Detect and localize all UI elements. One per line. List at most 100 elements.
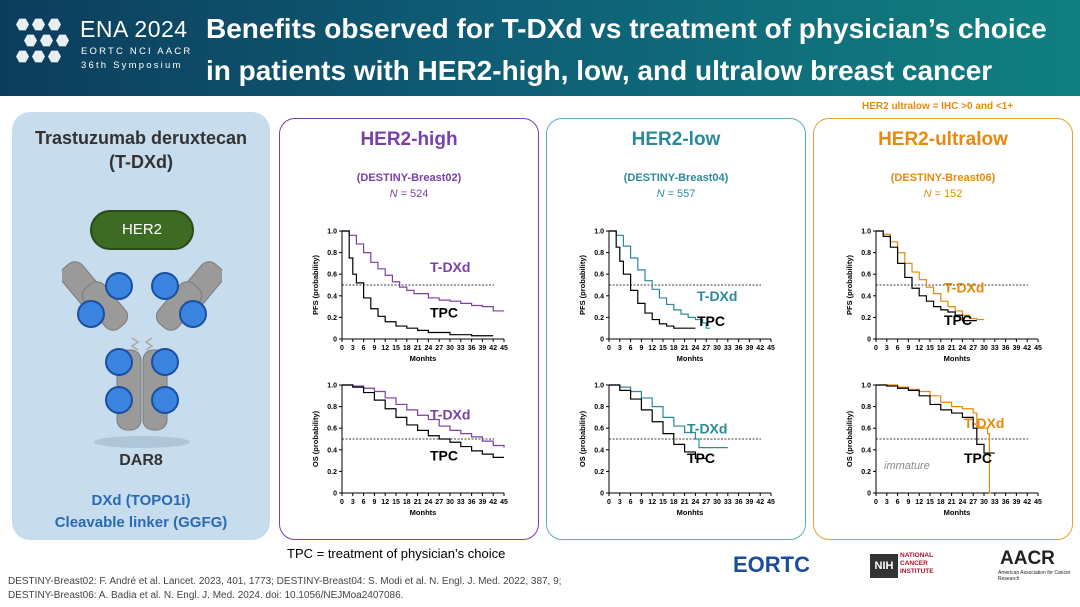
eortc-logo: EORTC bbox=[733, 552, 810, 577]
series-label: T-DXd bbox=[697, 288, 737, 304]
x-tick-label: 0 bbox=[874, 499, 878, 506]
km-curve-tpc bbox=[609, 384, 707, 460]
x-tick-label: 18 bbox=[403, 345, 411, 352]
ena-logo: ENA 2024 EORTC NCI AACR 36th Symposium bbox=[14, 14, 204, 80]
x-tick-label: 24 bbox=[692, 499, 700, 506]
slide-title: Benefits observed for T-DXd vs treatment… bbox=[206, 8, 1076, 92]
x-axis-label: Monhts bbox=[677, 354, 704, 363]
x-tick-label: 0 bbox=[340, 499, 344, 506]
os-chart: 00.20.40.60.81.00 3 6 9 12 15 18 21 24 27 30 33 36 39… bbox=[578, 383, 775, 518]
payload-circle bbox=[151, 348, 179, 376]
x-tick-label: 6 bbox=[896, 499, 900, 506]
reference-line1: DESTINY-Breast02: F. André et al. Lancet… bbox=[8, 576, 562, 587]
x-tick-label: 42 bbox=[1023, 345, 1031, 352]
y-tick-label: 0.4 bbox=[327, 447, 337, 454]
y-axis-label: PFS (probability) bbox=[578, 254, 587, 315]
km-curve-tpc bbox=[342, 230, 494, 337]
antibody-drug-conjugate-illustration bbox=[62, 261, 222, 448]
x-tick-label: 12 bbox=[648, 499, 656, 506]
y-tick-label: 0.4 bbox=[861, 447, 871, 454]
nih-logo: NIH NATIONAL CANCER INSTITUTE bbox=[870, 552, 934, 582]
x-tick-label: 42 bbox=[489, 499, 497, 506]
panel-title: HER2-ultralow bbox=[878, 129, 1008, 150]
series-label: T-DXd bbox=[944, 280, 984, 296]
y-tick-label: 0.8 bbox=[327, 250, 337, 257]
x-tick-label: 18 bbox=[937, 345, 945, 352]
x-tick-label: 45 bbox=[500, 499, 508, 506]
x-axis-label: Monhts bbox=[944, 508, 971, 517]
x-tick-label: 9 bbox=[372, 345, 376, 352]
payload-circle bbox=[105, 272, 133, 300]
y-tick-label: 0.2 bbox=[594, 469, 604, 476]
drug-panel: Trastuzumab deruxtecan (T-DXd) HER2 DAR8 bbox=[12, 112, 270, 540]
y-tick-label: 0.2 bbox=[327, 469, 337, 476]
payload-line1: DXd (TOPO1i) bbox=[91, 492, 191, 509]
panel-n: N = 524 bbox=[280, 188, 538, 200]
x-tick-label: 0 bbox=[340, 345, 344, 352]
n-value: = 557 bbox=[667, 188, 696, 200]
x-tick-label: 15 bbox=[392, 499, 400, 506]
km-curve-tpc bbox=[342, 384, 504, 458]
n-prefix: N bbox=[656, 188, 665, 200]
slide-title-line1: Benefits observed for T-DXd vs treatment… bbox=[206, 13, 1047, 44]
y-tick-label: 1.0 bbox=[594, 383, 604, 390]
y-tick-label: 0.8 bbox=[327, 404, 337, 411]
series-label: TPC bbox=[944, 312, 972, 328]
x-tick-label: 15 bbox=[659, 345, 667, 352]
x-tick-label: 42 bbox=[489, 345, 497, 352]
x-tick-label: 15 bbox=[392, 345, 400, 352]
km-curve-t-dxd bbox=[342, 384, 505, 448]
x-tick-label: 9 bbox=[372, 499, 376, 506]
x-tick-label: 39 bbox=[1013, 499, 1021, 506]
nci-label: NATIONAL CANCER INSTITUTE bbox=[900, 552, 934, 575]
ultralow-definition: HER2 ultralow = IHC >0 and <1+ bbox=[862, 101, 1014, 112]
x-tick-label: 6 bbox=[629, 499, 633, 506]
x-tick-label: 18 bbox=[670, 345, 678, 352]
pfs-chart: 00.20.40.60.81.00 3 6 9 12 15 18 21 24 27 30 33 36 39… bbox=[311, 229, 508, 364]
km-curve-t-dxd bbox=[876, 230, 984, 321]
n-value: = 152 bbox=[934, 188, 963, 200]
x-tick-label: 0 bbox=[874, 345, 878, 352]
x-tick-label: 39 bbox=[479, 345, 487, 352]
y-tick-label: 0.2 bbox=[327, 315, 337, 322]
x-tick-label: 27 bbox=[969, 499, 977, 506]
logo-symposium: 36th Symposium bbox=[81, 60, 183, 71]
x-tick-label: 3 bbox=[885, 345, 889, 352]
annotation-label: immature bbox=[884, 460, 930, 472]
y-tick-label: 0 bbox=[867, 491, 871, 498]
x-tick-label: 33 bbox=[991, 345, 999, 352]
km-curve-t-dxd bbox=[342, 230, 504, 312]
payload-description: DXd (TOPO1i) Cleavable linker (GGFG) bbox=[12, 490, 270, 534]
panel-her2-high: HER2-high (DESTINY-Breast02) N = 524 0 0.… bbox=[279, 118, 539, 540]
km-curve-tpc bbox=[876, 230, 977, 322]
y-axis-label: PFS (probability) bbox=[311, 254, 320, 315]
x-axis-label: Monhts bbox=[410, 508, 437, 517]
header-banner: ENA 2024 EORTC NCI AACR 36th Symposium B… bbox=[0, 0, 1080, 96]
y-tick-label: 0.4 bbox=[861, 293, 871, 300]
y-tick-label: 0.4 bbox=[327, 293, 337, 300]
x-tick-label: 27 bbox=[702, 345, 710, 352]
x-tick-label: 18 bbox=[403, 499, 411, 506]
y-tick-label: 0.6 bbox=[594, 272, 604, 279]
x-tick-label: 36 bbox=[1002, 499, 1010, 506]
y-tick-label: 0.4 bbox=[594, 293, 604, 300]
x-tick-label: 36 bbox=[468, 345, 476, 352]
x-tick-label: 6 bbox=[362, 345, 366, 352]
y-tick-label: 0 bbox=[333, 337, 337, 344]
x-tick-label: 39 bbox=[746, 345, 754, 352]
panel-trial: (DESTINY-Breast06) bbox=[890, 172, 996, 184]
x-tick-label: 42 bbox=[1023, 499, 1031, 506]
x-tick-label: 45 bbox=[1034, 345, 1042, 352]
y-tick-label: 0.2 bbox=[861, 315, 871, 322]
x-tick-label: 36 bbox=[735, 345, 743, 352]
x-tick-label: 30 bbox=[446, 345, 454, 352]
x-axis-label: Monhts bbox=[944, 354, 971, 363]
km-curve-tpc bbox=[609, 230, 696, 329]
logo-subtitle: EORTC NCI AACR bbox=[81, 46, 193, 57]
x-tick-label: 39 bbox=[746, 499, 754, 506]
n-value: = 524 bbox=[400, 188, 429, 200]
x-tick-label: 30 bbox=[713, 345, 721, 352]
x-tick-label: 42 bbox=[756, 499, 764, 506]
panel-her2-ultralow: HER2-ultralow (DESTINY-Breast06) N = 152… bbox=[813, 118, 1073, 540]
panel-her2-low: HER2-low (DESTINY-Breast04) N = 557 0 0.2… bbox=[546, 118, 806, 540]
